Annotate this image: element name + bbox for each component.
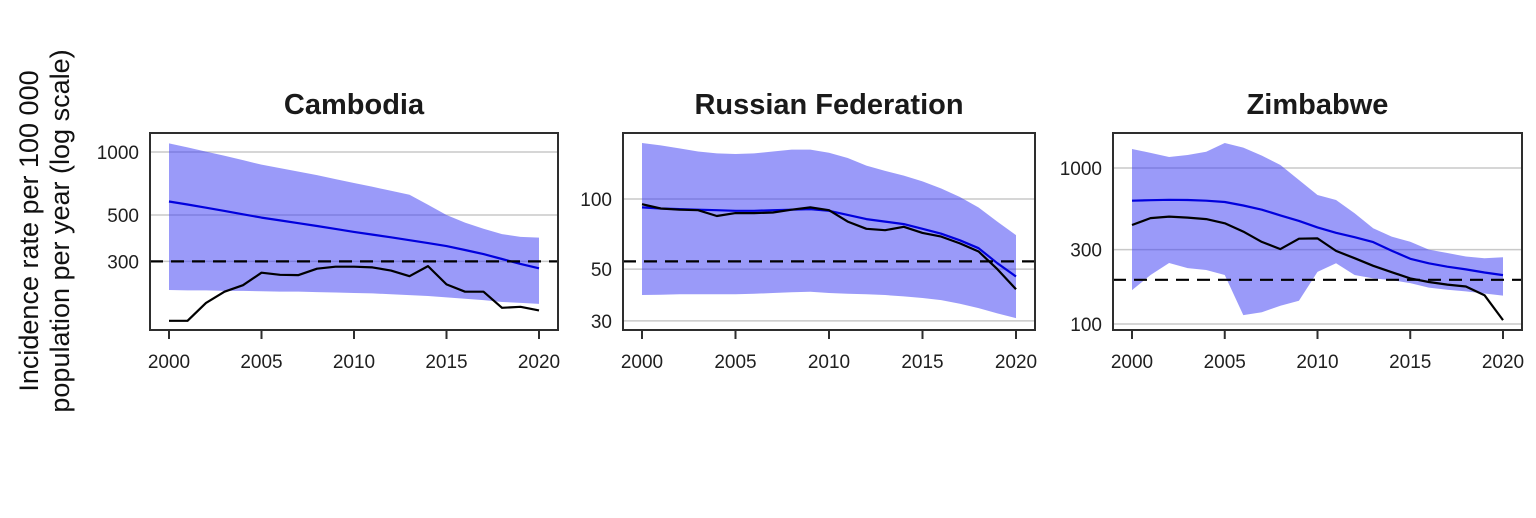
notified-cases-line [169, 265, 540, 322]
x-tick-label: 2000 [148, 352, 190, 373]
x-tick-label: 2010 [808, 352, 850, 373]
y-tick-label: 300 [1070, 241, 1102, 262]
x-tick-label: 2005 [1204, 352, 1246, 373]
plot-border [1112, 132, 1523, 331]
x-tick-label: 2020 [518, 352, 560, 373]
x-tick-label: 2010 [333, 352, 375, 373]
y-tick-label: 1000 [1060, 159, 1102, 180]
x-tick-label: 2005 [714, 352, 756, 373]
estimated-incidence-line [1131, 198, 1504, 277]
x-tick-label: 2015 [901, 352, 943, 373]
x-tick-label: 2020 [1482, 352, 1524, 373]
x-tick-label: 2005 [240, 352, 282, 373]
uncertainty-interval-band [1132, 142, 1503, 316]
x-tick-label: 2000 [1111, 352, 1153, 373]
x-tick-label: 2000 [621, 352, 663, 373]
x-tick-label: 2020 [995, 352, 1037, 373]
panel-title-zimbabwe: Zimbabwe [1246, 89, 1389, 121]
y-tick-label: 500 [107, 206, 139, 227]
y-tick-label: 1000 [97, 143, 139, 164]
x-tick-label: 2010 [1296, 352, 1338, 373]
y-tick-label: 50 [591, 260, 612, 281]
panel-title-russian-federation: Russian Federation [694, 89, 964, 121]
notified-cases-line [1131, 215, 1504, 321]
x-tick-label: 2015 [1389, 352, 1431, 373]
notified-cases-line [641, 203, 1017, 290]
y-tick-label: 100 [580, 190, 612, 211]
uncertainty-interval-band [169, 143, 539, 304]
uncertainty-interval-band [642, 142, 1016, 319]
panel-title-cambodia: Cambodia [283, 89, 425, 121]
x-tick-label: 2015 [425, 352, 467, 373]
y-tick-label: 30 [591, 312, 612, 333]
plot-border [149, 132, 559, 331]
plot-border [622, 132, 1036, 331]
y-tick-label: 100 [1070, 315, 1102, 336]
y-tick-label: 300 [107, 252, 139, 273]
estimated-incidence-line [168, 200, 540, 270]
